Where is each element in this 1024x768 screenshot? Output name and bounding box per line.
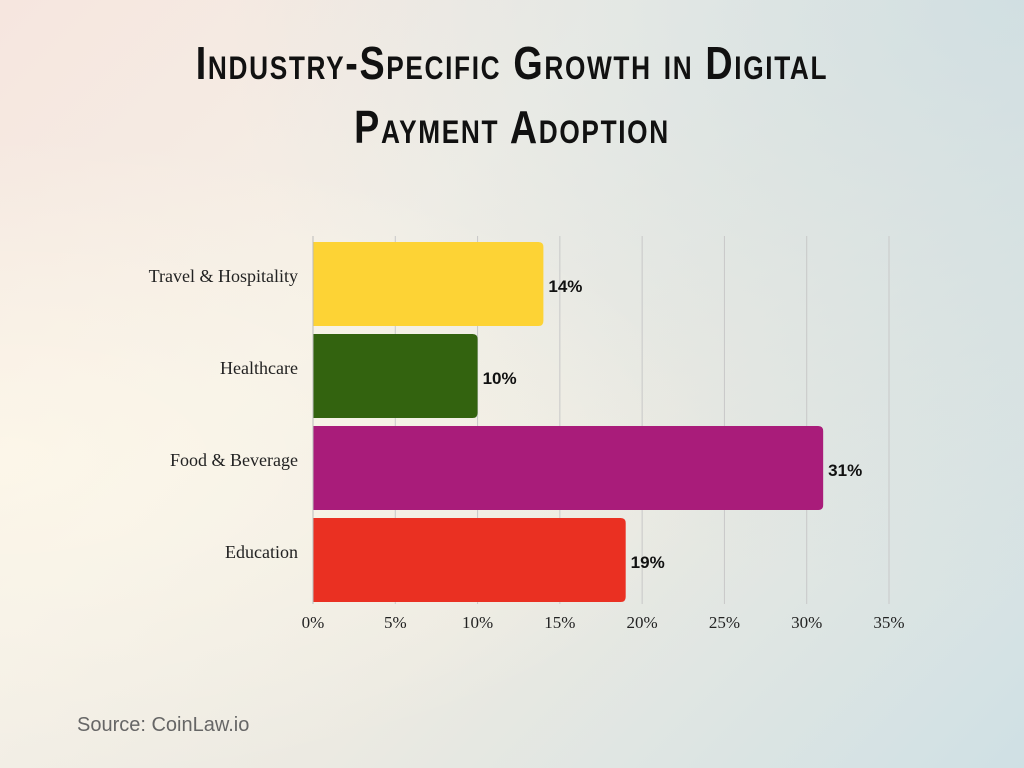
x-tick-label: 5% [384, 613, 407, 632]
bar [313, 334, 478, 418]
value-label: 14% [548, 277, 582, 296]
value-label: 10% [483, 369, 517, 388]
chart-title-line-2: Payment Adoption [354, 101, 670, 153]
value-label: 31% [828, 461, 862, 480]
x-tick-label: 15% [544, 613, 575, 632]
category-label: Healthcare [220, 358, 298, 378]
x-tick-label: 30% [791, 613, 822, 632]
category-label: Travel & Hospitality [149, 266, 298, 286]
source-note: Source: CoinLaw.io [77, 714, 250, 736]
x-tick-label: 10% [462, 613, 493, 632]
category-label: Education [225, 542, 298, 562]
x-tick-label: 35% [873, 613, 904, 632]
bar [313, 242, 544, 326]
x-tick-label: 0% [302, 613, 325, 632]
category-label: Food & Beverage [170, 450, 298, 470]
value-label: 19% [631, 553, 665, 572]
bar [313, 426, 824, 510]
x-tick-label: 25% [709, 613, 740, 632]
x-tick-label: 20% [627, 613, 658, 632]
chart-title-line-1: Industry-Specific Growth in Digital [195, 37, 829, 89]
bar [313, 518, 626, 602]
